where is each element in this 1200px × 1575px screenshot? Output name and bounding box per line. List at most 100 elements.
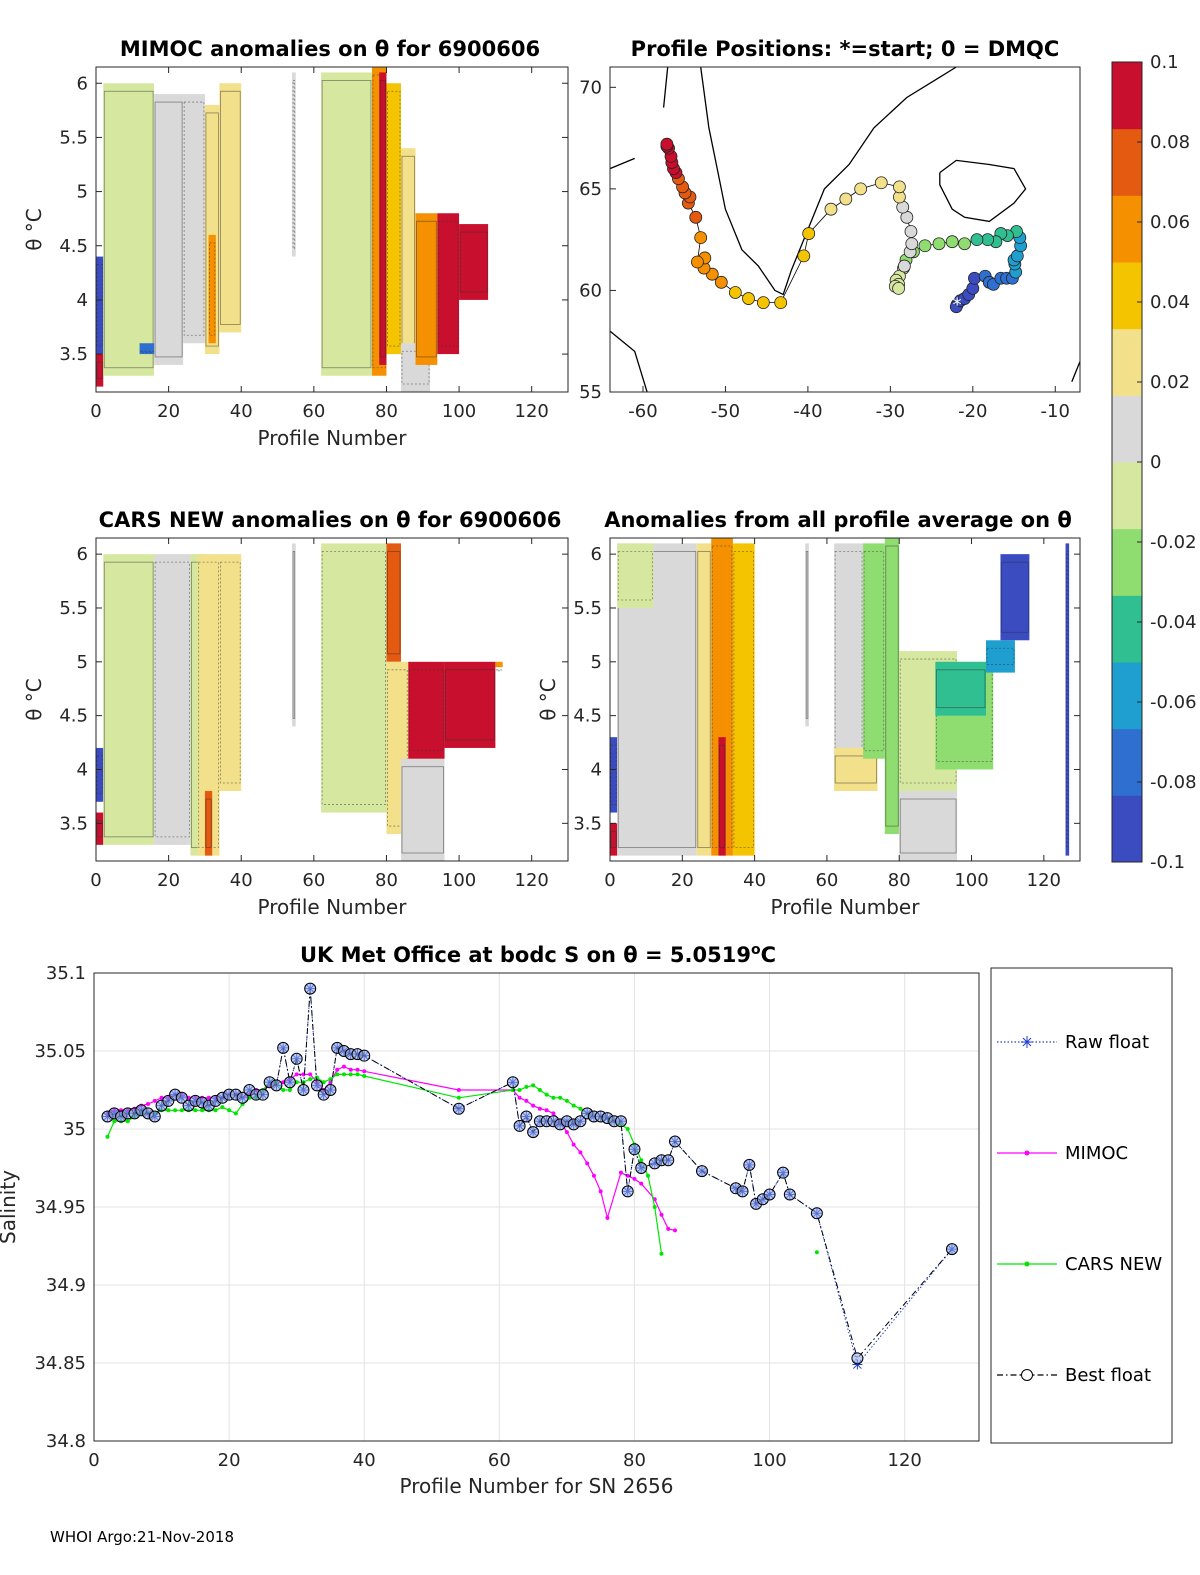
y-tick-label: 3.5 [59,344,88,365]
best-float-marker [304,982,317,995]
anomaly-contour [445,669,495,741]
anomaly-cell [711,538,733,856]
x-tick-label: 20 [671,870,694,891]
anomaly-contour [220,90,241,325]
cars-point [200,1108,205,1113]
best-float-marker [783,1188,796,1201]
y-axis-label: θ °C [22,208,46,251]
anomaly-cell [96,354,104,387]
cars-point [173,1108,178,1113]
anomaly-cell [444,661,496,748]
x-tick-label: 20 [157,401,180,422]
legend-label: Best float [1065,1365,1151,1386]
anomaly-cell [884,538,900,835]
anomaly-contour [96,820,103,838]
colorbar-segment [1112,195,1142,263]
profile-position-marker [824,202,838,216]
colorbar-segment [1112,528,1142,596]
best-float-marker [506,1076,519,1089]
best-float-marker [635,1162,648,1174]
anomaly-contour [96,264,103,347]
anomaly-contour [96,755,103,795]
legend-marker [1024,1261,1030,1267]
y-tick-label: 5.5 [59,598,88,619]
y-tick-label: 5.5 [59,127,88,148]
best-float-marker [358,1049,371,1062]
salinity-x-tick-label: 40 [353,1450,376,1471]
avg-title: Anomalies from all profile average on θ [604,508,1072,532]
anomaly-contour [321,80,372,369]
map-x-tick-label: -40 [793,401,822,422]
colorbar-segment [1112,328,1142,396]
colorbar-tick-label: -0.02 [1150,532,1197,553]
profile-position-marker [904,225,918,238]
y-tick-label: 6 [77,544,88,565]
anomaly-contour [205,798,212,849]
anomaly-contour [379,80,386,358]
profile-position-marker [958,237,971,251]
anomaly-contour [292,80,296,249]
salinity-x-axis-label: Profile Number for SN 2656 [399,1474,673,1498]
profile-position-map: * -60 -50 -40 -30 -20 -10 55 60 65 70 [579,66,1081,422]
cars-point [517,1088,522,1092]
cars-point [193,1108,198,1113]
cars-point [531,1083,536,1088]
best-float-marker [628,1143,641,1156]
map-x-tick-label: -20 [958,401,987,422]
anomaly-cell [96,747,104,802]
mimoc-point [659,1212,664,1217]
anomaly-contour [387,550,401,655]
anomaly-cell [292,72,296,257]
anomaly-contour [697,550,711,849]
salinity-y-axis-label: Salinity [0,1170,20,1244]
anomaly-contour [437,220,459,347]
cars-point [281,1088,286,1092]
anomaly-contour [103,561,154,838]
colorbar-tick-label: -0.04 [1150,612,1197,633]
anomaly-cell [379,72,387,365]
salinity-x-tick-label: 120 [888,1450,922,1471]
colorbar-segment [1112,728,1142,796]
anomaly-contour [209,242,216,336]
start-marker: * [953,295,962,316]
best-float-marker [148,1110,161,1123]
mimoc-point [666,1226,671,1231]
anomaly-contour [387,669,408,827]
anomaly-cell [204,791,213,856]
mimoc-point [571,1142,576,1147]
cars-point [362,1073,367,1078]
profile-position-marker [689,210,703,224]
avg-heatmap-panel: 0 20 40 60 80 100 120 3.5 4 4.5 5 5.5 6 Profile Numbe… [536,537,1081,919]
x-tick-label: 60 [302,401,325,422]
x-tick-label: 80 [375,401,398,422]
profile-position-marker [970,233,984,247]
anomaly-contour [416,220,437,358]
cars-point [213,1108,218,1113]
mimoc-point [625,1173,630,1178]
anomaly-cell [1000,554,1030,641]
cars-point [233,1111,238,1116]
anomaly-cell [103,554,155,845]
mimoc-point [551,1111,556,1116]
colorbar-segment [1112,395,1142,463]
anomaly-cell [459,224,489,300]
best-float-marker [310,1079,323,1092]
anomaly-cell [219,554,242,792]
anomaly-contour [610,830,617,849]
x-tick-label: 40 [230,870,253,891]
cars-point [227,1108,232,1113]
anomaly-cell [96,812,104,845]
anomaly-contour [183,101,205,336]
cars-point [578,1106,583,1111]
best-float-marker [256,1088,269,1101]
map-y-tick-label: 60 [579,280,602,301]
y-tick-label: 4.5 [573,706,602,727]
salinity-x-tick-label: 60 [488,1450,511,1471]
anomaly-cell [617,543,654,608]
salinity-axes-box [93,972,980,1442]
anomaly-cell [863,543,885,759]
mimoc-point [517,1095,522,1100]
cars-point [659,1251,664,1256]
legend-label: CARS NEW [1065,1254,1162,1275]
y-tick-label: 5 [591,652,602,673]
